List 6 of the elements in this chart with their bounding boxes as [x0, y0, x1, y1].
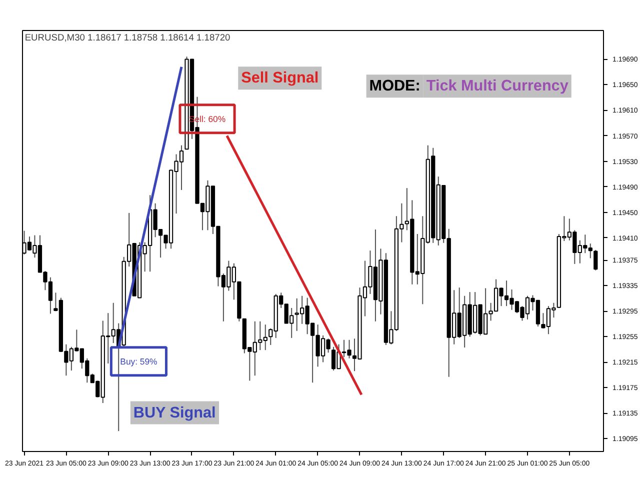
annotation: Buy: 59% [120, 356, 158, 366]
chart-title: EURUSD,M30 1.18617 1.18758 1.18614 1.18720 [24, 32, 230, 43]
annotation: Tick Multi Currency [426, 78, 569, 95]
annotation: BUY Signal [133, 404, 216, 422]
annotation: MODE: [369, 78, 420, 95]
annotation: Sell Signal [241, 70, 319, 87]
